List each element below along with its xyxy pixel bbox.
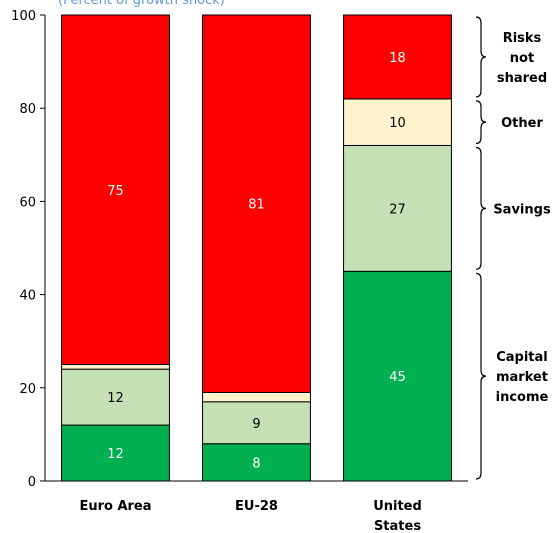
bar-segment xyxy=(61,424,170,482)
bracket-label: Risks xyxy=(503,31,542,46)
data-label: 81 xyxy=(248,198,265,213)
bracket-label: market xyxy=(496,370,548,385)
bracket-label: income xyxy=(496,390,549,405)
data-label: 8 xyxy=(252,456,260,471)
y-tick-label: 80 xyxy=(19,102,36,117)
group-bracket xyxy=(475,272,487,480)
chart-subtitle: (Percent of growth shock) xyxy=(58,0,225,8)
data-label: 75 xyxy=(107,184,124,199)
data-label: 10 xyxy=(389,116,406,131)
bar-segment xyxy=(202,14,311,393)
x-tick-label: States xyxy=(374,519,421,533)
bar-segment xyxy=(202,401,311,445)
y-tick-label: 0 xyxy=(28,475,36,490)
x-tick-label: EU-28 xyxy=(235,499,278,514)
group-bracket xyxy=(475,146,487,270)
bracket-label: Savings xyxy=(493,202,551,217)
bracket-label: shared xyxy=(497,71,547,86)
bar-segment xyxy=(202,443,311,482)
y-tick-label: 100 xyxy=(11,9,36,24)
bracket-label: Other xyxy=(501,116,543,131)
bar-segment xyxy=(61,364,170,370)
bar-segment xyxy=(343,270,452,482)
data-label: 18 xyxy=(389,51,406,66)
data-label: 45 xyxy=(389,370,406,385)
bar-segment xyxy=(343,14,452,100)
y-tick-label: 20 xyxy=(19,382,36,397)
bracket-label: not xyxy=(510,51,534,66)
data-label: 12 xyxy=(107,447,124,462)
group-bracket xyxy=(475,100,487,145)
data-label: 27 xyxy=(389,202,406,217)
group-bracket xyxy=(475,16,487,98)
y-tick-label: 60 xyxy=(19,195,36,210)
bracket-label: Capital xyxy=(496,350,548,365)
data-label: 12 xyxy=(107,391,124,406)
data-label: 9 xyxy=(252,417,260,432)
bar-segment xyxy=(61,14,170,365)
bar-segment xyxy=(202,391,311,403)
bar-segment xyxy=(61,368,170,426)
x-tick-label: Euro Area xyxy=(79,499,151,514)
x-tick-label: United xyxy=(373,499,422,514)
bar-segment xyxy=(343,144,452,272)
y-tick-label: 40 xyxy=(19,289,36,304)
